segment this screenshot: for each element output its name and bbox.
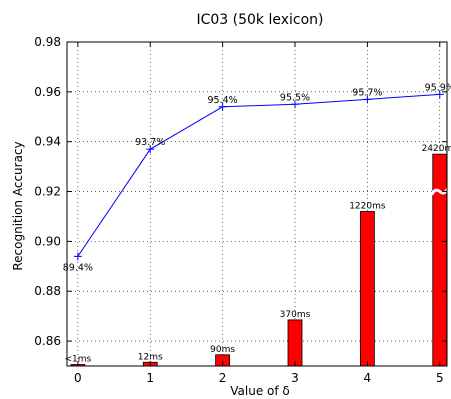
bar-value-label: 370ms (280, 310, 311, 320)
accuracy-value-label: 95.5% (280, 92, 310, 103)
x-tick-label: 0 (74, 371, 82, 385)
accuracy-line (77, 93, 440, 257)
x-tick-label: 2 (219, 371, 227, 385)
accuracy-value-label: 93.7% (135, 137, 165, 148)
x-tick-label: 5 (436, 371, 444, 385)
x-axis-label: Value of δ (230, 384, 290, 398)
ticks: 0.86 0.88 0.90 0.92 0.94 0.96 0.98 0 1 2 3 4 5 (34, 35, 447, 385)
bar-value-label: <1ms (64, 355, 91, 365)
y-axis-label: Recognition Accuracy (11, 141, 25, 270)
accuracy-value-label: 89.4% (63, 262, 93, 273)
accuracy-marker (73, 252, 82, 261)
accuracy-marker (218, 102, 227, 111)
y-tick-label: 0.90 (34, 234, 61, 248)
bar-value-label: 12ms (138, 352, 163, 362)
bar-value-label: 90ms (210, 345, 235, 355)
time-bar (287, 319, 303, 367)
bar-value-label: 1220ms (349, 201, 386, 211)
y-tick-label: 0.88 (34, 284, 61, 298)
y-tick-label: 0.92 (34, 185, 61, 199)
x-tick-label: 3 (291, 371, 299, 385)
accuracy-marker (291, 100, 299, 109)
accuracy-marker (146, 145, 155, 154)
x-tick-label: 4 (364, 371, 372, 385)
accuracy-marker (435, 90, 444, 99)
accuracy-marker (363, 95, 372, 104)
chart-title: IC03 (50k lexicon) (196, 12, 323, 28)
time-bar (359, 211, 375, 367)
plot-frame (66, 41, 448, 367)
accuracy-value-label: 95.9% (425, 82, 451, 93)
x-tick-label: 1 (146, 371, 154, 385)
bar-value-label: 2420ms (422, 144, 451, 154)
accuracy-value-label: 95.7% (352, 87, 382, 98)
accuracy-series: 89.4% 93.7% 95.4% 95.5% 95.7% 95.9% (63, 82, 451, 273)
bar-series: <1ms 12ms 90ms 370ms 1220ms 2420ms (64, 144, 451, 367)
y-tick-label: 0.98 (34, 35, 61, 49)
y-tick-label: 0.86 (34, 334, 61, 348)
time-bar (432, 153, 448, 367)
accuracy-value-label: 95.4% (208, 95, 238, 106)
y-tick-label: 0.94 (34, 135, 61, 149)
grid (67, 41, 447, 366)
y-tick-label: 0.96 (34, 85, 61, 99)
